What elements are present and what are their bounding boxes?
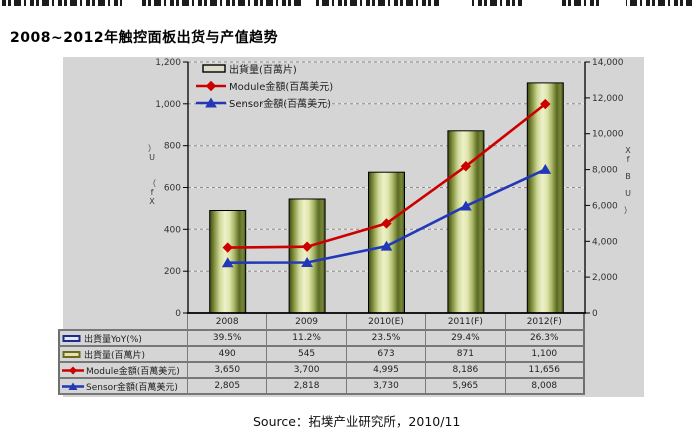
module-marker bbox=[222, 242, 233, 253]
module-marker bbox=[540, 98, 551, 110]
table-cell: 3,730 bbox=[346, 379, 427, 395]
table-cell: 26.3% bbox=[505, 331, 585, 347]
left-axis-title-glyph: X bbox=[149, 197, 155, 206]
bar-2009 bbox=[288, 198, 326, 314]
bar-2011(F) bbox=[447, 130, 485, 314]
table-cell: 29.4% bbox=[426, 331, 506, 347]
source-caption: Source：拓墣产业研究所，2010/11 bbox=[253, 414, 461, 429]
right-tick-label: 14,000 bbox=[592, 58, 624, 68]
blue-triangle-line-icon bbox=[62, 382, 84, 390]
table-cell: 4,995 bbox=[346, 363, 427, 379]
left-axis-title-glyph: f bbox=[151, 188, 154, 197]
table-row-label: 出貨量(百萬片) bbox=[58, 347, 188, 363]
right-tick-label: 6,000 bbox=[592, 201, 618, 211]
module-marker bbox=[381, 218, 392, 229]
right-axis-title-glyph: U bbox=[625, 189, 631, 198]
table-row-label: Sensor金額(百萬美元) bbox=[58, 379, 188, 395]
left-axis-title-glyph: U bbox=[149, 153, 155, 162]
legend-label-sensor: Sensor金額(百萬美元) bbox=[229, 97, 331, 110]
table-cell: 545 bbox=[267, 347, 347, 363]
table-header-2011(F): 2011(F) bbox=[426, 314, 506, 331]
table-cell: 1,100 bbox=[505, 347, 585, 363]
data-table: 2008 2009 2010(E) 2011(F) 2012(F) 出貨量YoY(%) 39… bbox=[58, 314, 585, 395]
left-tick-label: 600 bbox=[164, 184, 181, 194]
legend-swatch-bar bbox=[202, 64, 226, 73]
left-axis-title-glyph: ） bbox=[148, 144, 156, 153]
sensor-marker bbox=[539, 163, 552, 174]
right-tick-label: 0 bbox=[592, 309, 598, 319]
right-axis-title-glyph: X bbox=[625, 146, 631, 155]
chart-canvas: 0 200 400 600 800 1,000 1,200 0 2,000 4,000 6,000 8… bbox=[148, 58, 632, 319]
table-header-2010(E): 2010(E) bbox=[346, 314, 427, 331]
sensor-marker bbox=[380, 240, 393, 251]
table-row-label: Module金額(百萬美元) bbox=[58, 363, 188, 379]
table-cell: 3,700 bbox=[267, 363, 347, 379]
table-cell: 11.2% bbox=[267, 331, 347, 347]
table-cell: 11,656 bbox=[505, 363, 585, 379]
right-tick-label: 10,000 bbox=[592, 130, 624, 140]
table-row-label: 出貨量YoY(%) bbox=[58, 331, 188, 347]
right-tick-label: 2,000 bbox=[592, 273, 618, 283]
sensor-marker bbox=[221, 257, 234, 268]
table-cell: 39.5% bbox=[188, 331, 268, 347]
table-cell: 8,186 bbox=[426, 363, 506, 379]
left-tick-label: 0 bbox=[175, 309, 181, 319]
left-tick-label: 200 bbox=[164, 267, 181, 277]
right-axis-title-glyph: ） bbox=[624, 206, 632, 215]
table-header-2009: 2009 bbox=[267, 314, 347, 331]
table-header-2012(F): 2012(F) bbox=[505, 314, 585, 331]
bar-2012(F) bbox=[526, 82, 564, 314]
left-tick-label: 800 bbox=[164, 142, 181, 152]
sensor-marker bbox=[301, 256, 313, 267]
sensor-marker bbox=[460, 200, 472, 211]
table-cell: 2,818 bbox=[267, 379, 347, 395]
legend: 出貨量(百萬片) Module金額(百萬美元) Sensor金額(百萬美元) bbox=[196, 63, 333, 110]
right-axis-title-glyph: B bbox=[625, 172, 631, 181]
table-cell: 3,650 bbox=[188, 363, 268, 379]
left-tick-label: 1,000 bbox=[155, 100, 181, 110]
olive-bar-swatch-icon bbox=[62, 350, 81, 358]
right-tick-label: 8,000 bbox=[592, 166, 618, 176]
left-tick-label: 1,200 bbox=[155, 58, 181, 68]
left-tick-label: 400 bbox=[164, 225, 181, 235]
right-axis-title-glyph: f bbox=[627, 155, 630, 164]
right-tick-label: 12,000 bbox=[592, 94, 624, 104]
module-marker bbox=[460, 161, 472, 172]
table-cell: 490 bbox=[188, 347, 268, 363]
sensor-marker bbox=[205, 97, 217, 108]
red-diamond-line-icon bbox=[62, 366, 84, 374]
right-tick-label: 4,000 bbox=[592, 237, 618, 247]
table-cell: 673 bbox=[346, 347, 427, 363]
module-marker bbox=[301, 241, 313, 252]
left-axis-title-glyph: （ bbox=[148, 179, 156, 188]
table-corner-cell bbox=[58, 314, 188, 331]
legend-label-module: Module金額(百萬美元) bbox=[229, 80, 333, 93]
table-cell: 871 bbox=[426, 347, 506, 363]
table-cell: 8,008 bbox=[505, 379, 585, 395]
table-cell: 23.5% bbox=[346, 331, 427, 347]
table-cell: 5,965 bbox=[426, 379, 506, 395]
table-header-2008: 2008 bbox=[188, 314, 268, 331]
legend-label-shipments: 出貨量(百萬片) bbox=[229, 63, 297, 76]
module-marker bbox=[205, 80, 217, 92]
table-cell: 2,805 bbox=[188, 379, 268, 395]
clipped-text-strip bbox=[2, 0, 692, 6]
navy-bar-swatch-icon bbox=[62, 334, 81, 342]
page-title: 2008~2012年触控面板出货与产值趋势 bbox=[10, 30, 279, 46]
